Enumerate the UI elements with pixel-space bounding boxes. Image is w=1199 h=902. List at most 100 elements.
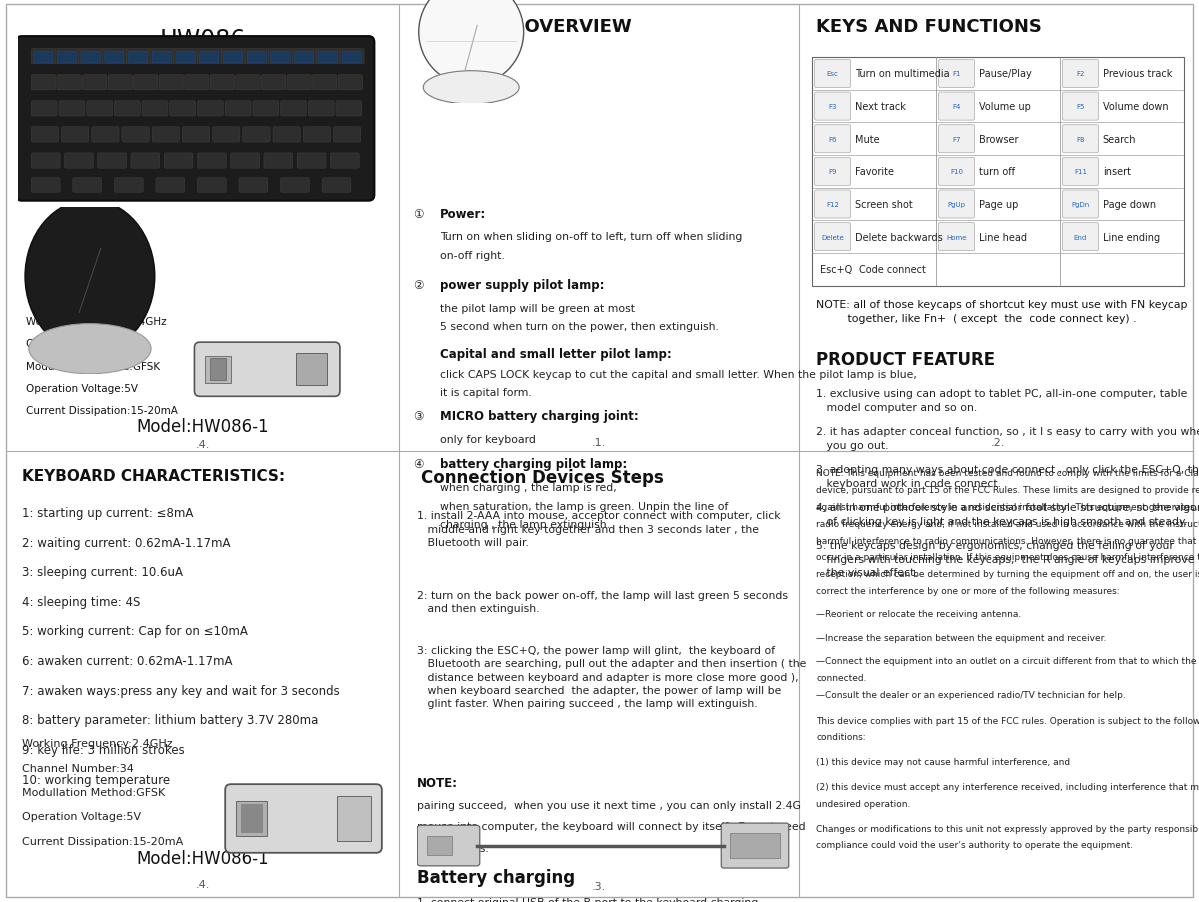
FancyBboxPatch shape: [239, 179, 267, 193]
Text: KEYBOARD CHARACTERISTICS:: KEYBOARD CHARACTERISTICS:: [22, 469, 285, 483]
FancyBboxPatch shape: [1062, 224, 1098, 252]
FancyBboxPatch shape: [339, 50, 364, 65]
Text: 4: sleeping time: 4S: 4: sleeping time: 4S: [22, 595, 140, 608]
Text: mouse into computer, the keyboard will connect by itself.  Do not need: mouse into computer, the keyboard will c…: [417, 822, 806, 832]
Text: Changes or modifications to this unit not expressly approved by the party respon: Changes or modifications to this unit no…: [817, 824, 1199, 833]
Text: Home: Home: [946, 235, 966, 240]
FancyBboxPatch shape: [122, 128, 149, 143]
FancyBboxPatch shape: [939, 190, 975, 219]
Ellipse shape: [423, 71, 519, 105]
FancyBboxPatch shape: [31, 153, 60, 169]
Text: User Manual: User Manual: [56, 104, 349, 146]
Bar: [337, 796, 370, 842]
FancyBboxPatch shape: [225, 102, 251, 117]
Text: F5: F5: [1077, 104, 1085, 110]
FancyBboxPatch shape: [176, 52, 195, 63]
Text: (2) this device must accept any interference received, including interference th: (2) this device must accept any interfer…: [817, 782, 1199, 791]
FancyBboxPatch shape: [939, 125, 975, 153]
FancyBboxPatch shape: [287, 76, 312, 91]
FancyBboxPatch shape: [126, 50, 151, 65]
Text: Code connect: Code connect: [858, 265, 926, 275]
FancyBboxPatch shape: [31, 128, 59, 143]
Text: Modullation Method:GFSK: Modullation Method:GFSK: [22, 787, 165, 797]
FancyBboxPatch shape: [156, 179, 185, 193]
FancyBboxPatch shape: [253, 102, 278, 117]
FancyBboxPatch shape: [114, 102, 140, 117]
FancyBboxPatch shape: [225, 784, 381, 853]
FancyBboxPatch shape: [261, 76, 285, 91]
Text: PgDn: PgDn: [1072, 202, 1090, 207]
FancyBboxPatch shape: [55, 50, 79, 65]
FancyBboxPatch shape: [247, 52, 266, 63]
FancyBboxPatch shape: [223, 52, 242, 63]
FancyBboxPatch shape: [198, 50, 222, 65]
Text: Browser: Browser: [978, 134, 1018, 144]
Text: 5: working current: Cap for on ≤10mA: 5: working current: Cap for on ≤10mA: [22, 625, 248, 638]
Bar: [210, 359, 225, 381]
Text: when charging , the lamp is red,: when charging , the lamp is red,: [440, 483, 616, 492]
Text: 1. install 2-AAA into mouse, acceptor connect with computer, click
   middle and: 1. install 2-AAA into mouse, acceptor co…: [417, 511, 781, 548]
Text: —Consult the dealer or an experienced radio/TV technician for help.: —Consult the dealer or an experienced ra…: [817, 690, 1126, 699]
Text: Current Dissipation:15-20mA: Current Dissipation:15-20mA: [22, 835, 183, 845]
FancyBboxPatch shape: [814, 190, 850, 219]
Text: .1.: .1.: [592, 437, 605, 447]
Text: HW086: HW086: [159, 28, 246, 52]
Text: 1. connect original USB of the B port to the keyboard charging.: 1. connect original USB of the B port to…: [417, 897, 761, 902]
Text: radio frequency energy and, if not installed and used in accordance with the ins: radio frequency energy and, if not insta…: [817, 520, 1199, 529]
FancyBboxPatch shape: [295, 52, 314, 63]
Text: Operation Voltage:5V: Operation Voltage:5V: [22, 811, 140, 822]
Bar: [812, 58, 1185, 286]
Text: power supply pilot lamp:: power supply pilot lamp:: [440, 279, 604, 291]
Bar: [241, 805, 263, 833]
Text: it is capital form.: it is capital form.: [440, 388, 532, 398]
Text: reception, which can be determined by turning the equipment off and on, the user: reception, which can be determined by tu…: [817, 569, 1199, 578]
FancyBboxPatch shape: [198, 179, 227, 193]
Text: Esc+Q: Esc+Q: [820, 265, 852, 275]
Text: F3: F3: [829, 104, 837, 110]
FancyBboxPatch shape: [303, 128, 331, 143]
Text: Working Frequency:2.4GHz: Working Frequency:2.4GHz: [22, 739, 173, 749]
FancyBboxPatch shape: [236, 76, 260, 91]
FancyBboxPatch shape: [814, 224, 850, 252]
Text: the pilot lamp will be green at most: the pilot lamp will be green at most: [440, 303, 635, 313]
Text: 7: awaken ways:press any key and wait for 3 seconds: 7: awaken ways:press any key and wait fo…: [22, 684, 339, 697]
Text: 1. exclusive using can adopt to tablet PC, all-in-one computer, table
   model c: 1. exclusive using can adopt to tablet P…: [817, 389, 1187, 412]
FancyBboxPatch shape: [170, 102, 195, 117]
FancyBboxPatch shape: [1062, 60, 1098, 88]
FancyBboxPatch shape: [210, 76, 235, 91]
FancyBboxPatch shape: [1062, 190, 1098, 219]
Text: Connection Devices Steps: Connection Devices Steps: [421, 469, 663, 487]
FancyBboxPatch shape: [242, 128, 270, 143]
FancyBboxPatch shape: [293, 50, 317, 65]
FancyBboxPatch shape: [230, 153, 259, 169]
Text: Line head: Line head: [978, 233, 1026, 243]
Text: Modullation Method:GFSK: Modullation Method:GFSK: [25, 361, 159, 371]
Text: NOTE: all of those keycaps of shortcut key must use with FN keycap
         toge: NOTE: all of those keycaps of shortcut k…: [817, 299, 1188, 324]
Text: F9: F9: [829, 170, 837, 175]
Text: Favorite: Favorite: [855, 167, 894, 177]
Text: Page up: Page up: [978, 199, 1018, 210]
Text: Battery charging: Battery charging: [417, 869, 576, 887]
Text: 10: working temperature: 10: working temperature: [22, 773, 170, 786]
Text: F6: F6: [829, 136, 837, 143]
Text: —Connect the equipment into an outlet on a circuit different from that to which : —Connect the equipment into an outlet on…: [817, 657, 1199, 666]
Text: device, pursuant to part 15 of the FCC Rules. These limits are designed to provi: device, pursuant to part 15 of the FCC R…: [817, 485, 1199, 494]
Text: occur in a particular installation. If this equipment does cause harmful interfe: occur in a particular installation. If t…: [817, 553, 1199, 562]
Text: Delete: Delete: [821, 235, 844, 240]
Text: 9: key life: 3 million strokes: 9: key life: 3 million strokes: [22, 743, 185, 756]
Text: Delete backwards: Delete backwards: [855, 233, 942, 243]
Text: NOTE:: NOTE:: [417, 776, 458, 789]
FancyBboxPatch shape: [814, 60, 850, 88]
Text: Screen shot: Screen shot: [855, 199, 912, 210]
FancyBboxPatch shape: [194, 343, 341, 397]
Text: connected.: connected.: [817, 674, 867, 683]
Text: 1: starting up current: ≤8mA: 1: starting up current: ≤8mA: [22, 506, 193, 520]
Text: 3: sleeping current: 10.6uA: 3: sleeping current: 10.6uA: [22, 566, 182, 578]
FancyBboxPatch shape: [159, 76, 183, 91]
FancyBboxPatch shape: [164, 153, 193, 169]
Text: Working Frequency:2.4GHz: Working Frequency:2.4GHz: [25, 317, 167, 327]
Ellipse shape: [418, 0, 524, 86]
FancyBboxPatch shape: [319, 52, 338, 63]
Text: 2. it has adapter conceal function, so , it I s easy to carry with you when
   y: 2. it has adapter conceal function, so ,…: [817, 427, 1199, 450]
Text: Next track: Next track: [855, 102, 905, 112]
